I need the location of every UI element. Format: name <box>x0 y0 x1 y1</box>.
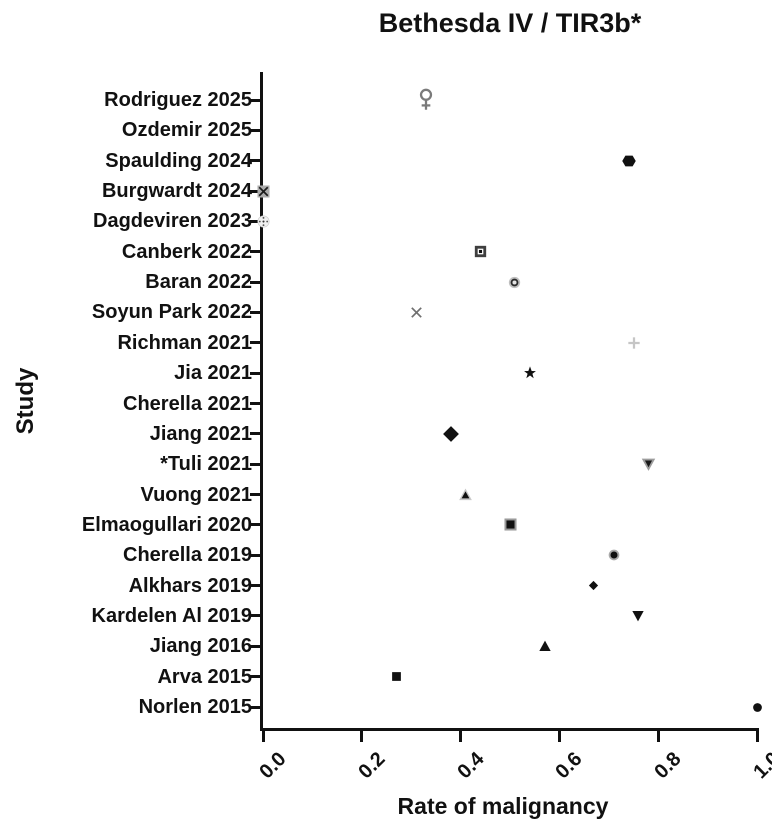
study-label-baran-2022: Baran 2022 <box>145 271 252 294</box>
y-axis-line <box>260 72 263 731</box>
marker-richman-2021 <box>626 335 642 351</box>
y-axis-tick <box>250 159 262 163</box>
x-axis-line <box>260 728 759 731</box>
y-axis-tick <box>250 219 262 223</box>
marker-tuli-2021 <box>639 455 658 474</box>
study-label-kardelen-al-2019: Kardelen Al 2019 <box>91 604 252 627</box>
study-label-vuong-2021: Vuong 2021 <box>140 483 252 506</box>
study-label-jiang-2021: Jiang 2021 <box>149 422 252 445</box>
x-tick-label: 0.6 <box>551 748 587 784</box>
study-label-arva-2015: Arva 2015 <box>157 665 252 688</box>
marker-rodriguez-2025 <box>413 87 439 113</box>
star-filled-icon <box>523 366 536 379</box>
y-axis-tick <box>250 371 262 375</box>
study-label-alkhars-2019: Alkhars 2019 <box>128 574 252 597</box>
marker-soyun-park-2022 <box>409 305 424 320</box>
study-label-ozdemir-2025: Ozdemir 2025 <box>121 119 252 142</box>
y-axis-tick <box>250 280 262 284</box>
circle-dotted-pattern-icon <box>256 215 270 228</box>
y-axis-tick <box>250 310 262 314</box>
plus-icon <box>627 337 640 349</box>
circle-haloed-icon <box>608 549 620 561</box>
x-tick-label: 1.0 <box>749 748 772 784</box>
study-label-cherella-2019: Cherella 2019 <box>123 544 252 567</box>
study-label-norlen-2015: Norlen 2015 <box>138 696 252 718</box>
study-label-jiang-2016: Jiang 2016 <box>149 635 252 658</box>
study-label-dagdeviren-2023: Dagdeviren 2023 <box>93 210 252 233</box>
marker-baran-2022 <box>506 274 523 291</box>
x-tick-label: 0.2 <box>354 748 390 784</box>
x-tick-label: 0.0 <box>255 748 291 784</box>
marker-arva-2015 <box>389 669 404 684</box>
y-axis-tick <box>250 98 262 102</box>
x-axis-tick <box>261 731 265 742</box>
study-label-tuli-2021: *Tuli 2021 <box>160 453 252 476</box>
x-axis-tick <box>755 731 759 742</box>
female-symbol-icon <box>419 88 433 110</box>
study-label-burgwardt-2024: Burgwardt 2024 <box>101 180 252 203</box>
marker-elmaogullari-2020 <box>502 516 519 533</box>
y-axis-tick <box>250 523 262 527</box>
chart-title: Bethesda IV / TIR3b* <box>378 8 642 38</box>
marker-jiang-2021 <box>441 424 461 444</box>
y-axis-tick <box>250 584 262 588</box>
triangle-up-filled-icon <box>538 640 551 652</box>
marker-norlen-2015 <box>750 700 765 715</box>
circle-ring-icon <box>509 276 521 288</box>
study-label-cherella-2021: Cherella 2021 <box>123 392 252 415</box>
marker-spaulding-2024 <box>620 152 638 170</box>
y-axis-tick <box>250 675 262 679</box>
marker-alkhars-2019 <box>587 579 600 592</box>
marker-jia-2021 <box>521 364 539 382</box>
square-bordered-icon <box>503 518 517 531</box>
y-axis-tick <box>250 189 262 193</box>
study-label-rodriguez-2025: Rodriguez 2025 <box>104 89 252 111</box>
hexagon-filled-icon <box>621 155 636 167</box>
x-axis-tick <box>656 731 660 742</box>
triangle-down-filled-icon <box>632 610 645 622</box>
study-label-spaulding-2024: Spaulding 2024 <box>105 149 252 172</box>
x-axis-tick <box>360 731 364 742</box>
y-axis-tick <box>250 644 262 648</box>
x-axis-tick <box>557 731 561 742</box>
y-axis-tick <box>250 553 262 557</box>
triangle-down-shaded-icon <box>641 458 656 471</box>
y-axis-tick <box>250 250 262 254</box>
diamond-filled-large-icon <box>442 425 459 442</box>
marker-burgwardt-2024 <box>255 183 272 200</box>
x-tick-label: 0.4 <box>452 748 489 784</box>
study-label-jia-2021: Jia 2021 <box>174 362 252 385</box>
y-axis-tick <box>250 341 262 345</box>
marker-cherella-2019 <box>606 547 622 563</box>
y-axis-tick <box>250 614 262 618</box>
marker-vuong-2021 <box>457 486 474 503</box>
study-label-soyun-park-2022: Soyun Park 2022 <box>91 301 252 324</box>
y-axis-tick <box>250 402 262 405</box>
x-axis-label: Rate of malignancy <box>397 793 609 819</box>
marker-kardelen-al-2019 <box>630 608 646 624</box>
marker-jiang-2016 <box>537 638 553 654</box>
x-cross-icon <box>410 307 422 318</box>
square-filled-icon <box>392 672 401 682</box>
square-x-pattern-icon <box>256 185 270 198</box>
diamond-filled-small-icon <box>589 580 599 591</box>
x-tick-label: 0.8 <box>650 748 686 784</box>
study-label-richman-2021: Richman 2021 <box>117 331 252 354</box>
y-axis-tick <box>250 128 262 132</box>
triangle-up-haloed-icon <box>459 488 472 501</box>
circle-filled-icon <box>752 702 762 712</box>
y-axis-tick <box>250 432 262 436</box>
marker-canberk-2022 <box>472 243 489 260</box>
square-in-square-icon <box>474 246 487 258</box>
y-axis-tick <box>250 462 262 466</box>
study-label-canberk-2022: Canberk 2022 <box>121 240 252 263</box>
study-label-elmaogullari-2020: Elmaogullari 2020 <box>81 513 252 536</box>
y-axis-tick <box>250 493 262 497</box>
y-axis-tick <box>250 705 262 709</box>
marker-dagdeviren-2023 <box>255 213 272 230</box>
x-axis-tick <box>459 731 463 742</box>
